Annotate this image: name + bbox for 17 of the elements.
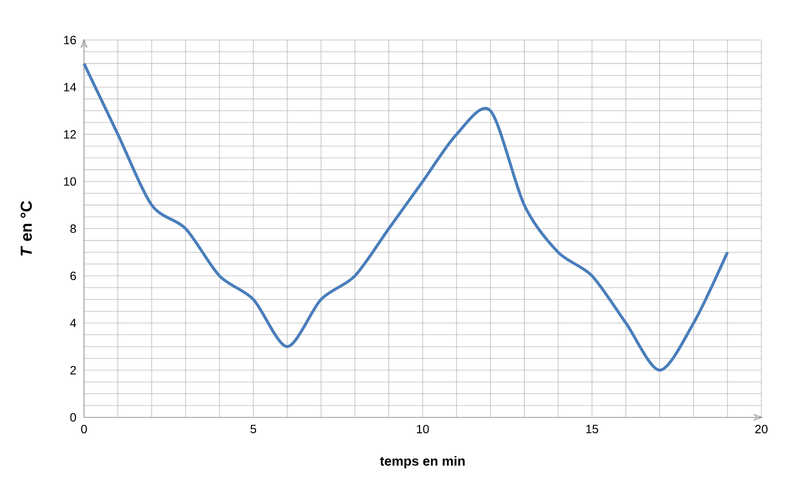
- y-tick-label: 0: [70, 413, 76, 422]
- x-tick-label: 5: [250, 424, 256, 434]
- x-tick-label: 15: [586, 424, 598, 434]
- x-tick-label: 20: [755, 424, 768, 434]
- y-tick-label: 12: [64, 130, 76, 139]
- y-tick-label: 8: [70, 224, 76, 233]
- y-tick-label: 16: [64, 36, 76, 44]
- y-axis-title: T en °C: [20, 201, 32, 256]
- y-tick-label: 2: [70, 366, 76, 374]
- y-tick-label: 14: [64, 83, 76, 92]
- x-tick-label: 0: [81, 424, 87, 434]
- y-tick-label: 6: [70, 272, 76, 280]
- y-tick-label: 4: [70, 318, 76, 328]
- x-axis-title: temps en min: [380, 456, 465, 468]
- y-tick-label: 10: [64, 177, 76, 186]
- x-tick-label: 10: [416, 424, 429, 434]
- line-series: [82, 62, 729, 372]
